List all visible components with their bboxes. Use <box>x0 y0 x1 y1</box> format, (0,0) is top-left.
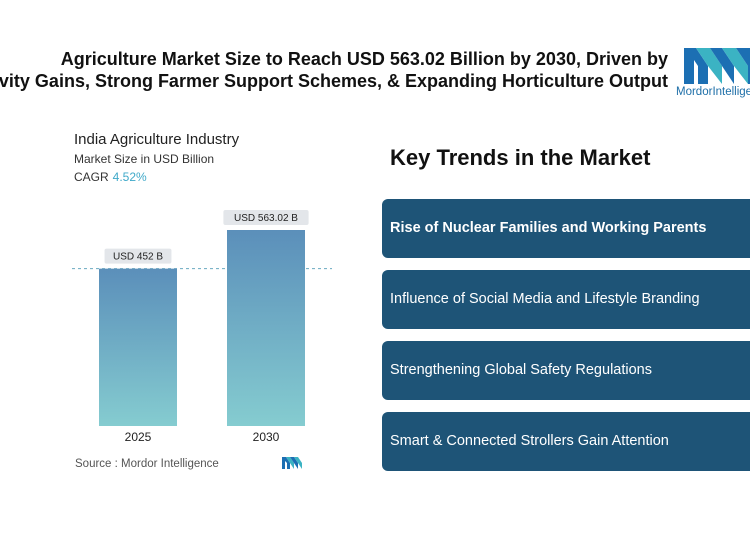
trend-item-2: Influence of Social Media and Lifestyle … <box>382 270 750 329</box>
chart-subtitle: Market Size in USD Billion <box>74 152 215 166</box>
trend-item-4: Smart & Connected Strollers Gain Attenti… <box>382 412 750 471</box>
headline-line-1: Agriculture Market Size to Reach USD 563… <box>60 49 668 69</box>
bar-chart: USD 452 B 2025 USD 563.02 B 2030 <box>72 210 332 444</box>
trend-item-1: Rise of Nuclear Families and Working Par… <box>382 199 750 258</box>
trend-label-3: Strengthening Global Safety Regulations <box>390 362 652 378</box>
data-label-bg-2025 <box>104 248 172 264</box>
cagr-value: 4.52% <box>112 170 147 184</box>
x-tick-label-2025: 2025 <box>125 430 152 444</box>
logo-word-2: Intellige <box>712 86 750 98</box>
cagr: CAGR 4.52% <box>74 170 147 184</box>
logo-wordmark: MordorIntellige <box>676 86 750 98</box>
trend-label-2: Influence of Social Media and Lifestyle … <box>390 291 700 307</box>
headline: Agriculture Market Size to Reach USD 563… <box>0 48 668 92</box>
trends-title: Key Trends in the Market <box>390 145 651 170</box>
data-label-bg-2030 <box>223 210 309 225</box>
bar-2030 <box>227 230 305 426</box>
cagr-label: CAGR <box>74 170 109 184</box>
trend-label-4: Smart & Connected Strollers Gain Attenti… <box>390 433 669 449</box>
data-label-2030: USD 563.02 B <box>234 213 298 224</box>
source-text: Source : Mordor Intelligence <box>75 458 219 470</box>
bar-2025 <box>99 268 177 426</box>
chart-title: India Agriculture Industry <box>74 131 240 148</box>
trend-label-1: Rise of Nuclear Families and Working Par… <box>390 220 707 236</box>
data-label-2025: USD 452 B <box>113 252 163 263</box>
x-tick-label-2030: 2030 <box>253 430 280 444</box>
trend-item-3: Strengthening Global Safety Regulations <box>382 341 750 400</box>
source-logo-icon <box>282 456 304 474</box>
headline-line-2: ctivity Gains, Strong Farmer Support Sch… <box>0 71 668 91</box>
logo-word-1: Mordor <box>676 86 713 98</box>
mordor-logo-icon <box>682 44 750 102</box>
